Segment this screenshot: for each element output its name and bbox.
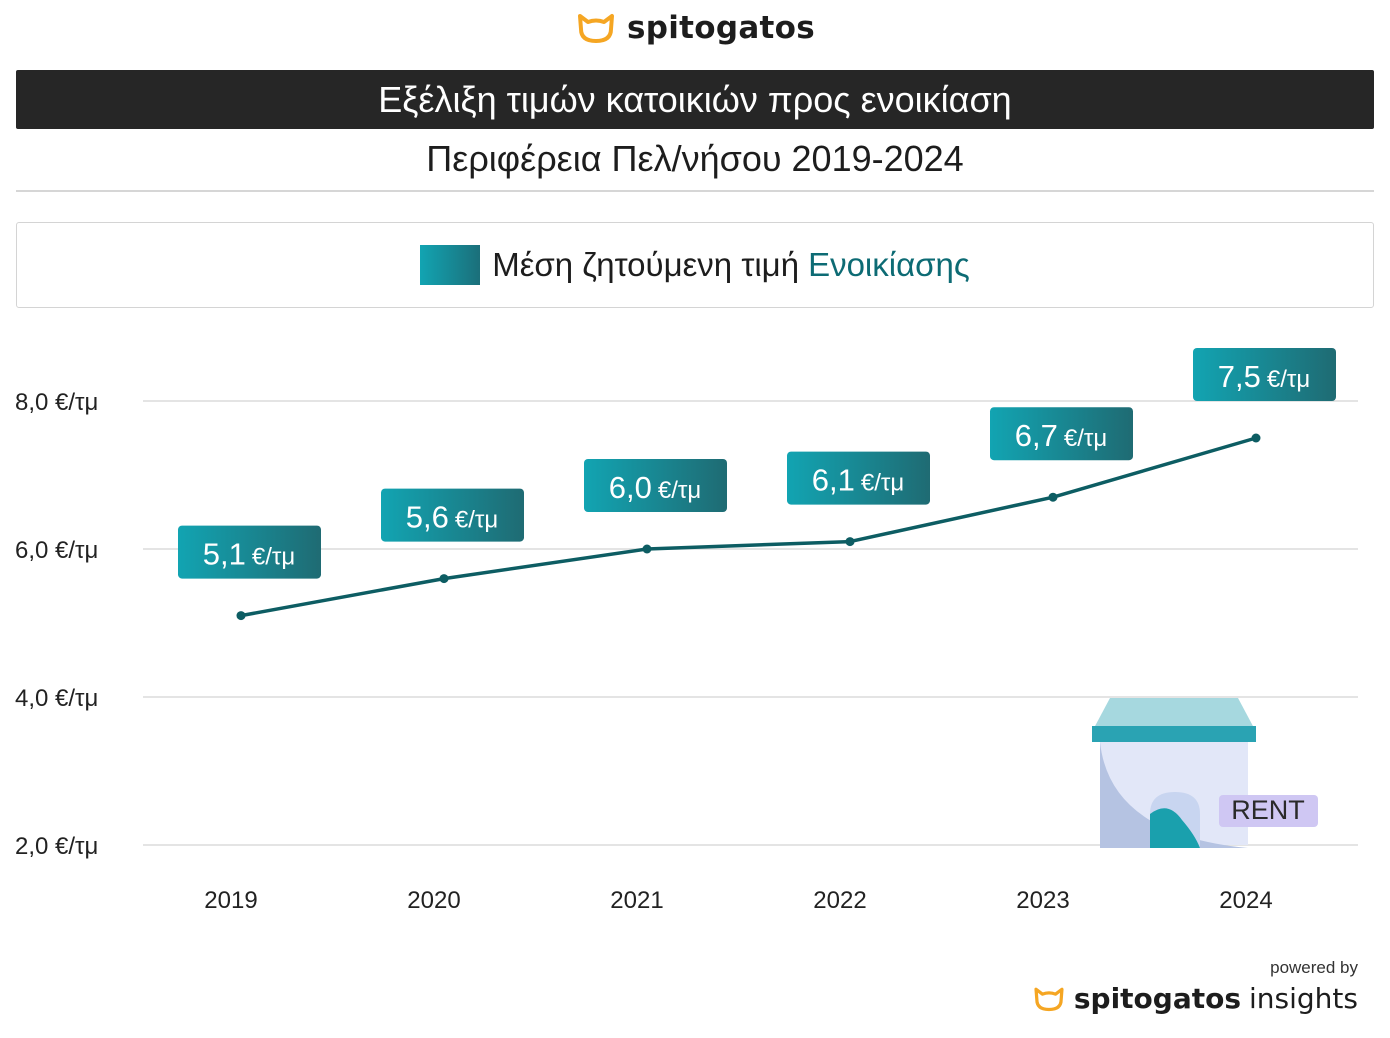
data-point (439, 574, 449, 584)
data-point (642, 544, 652, 554)
x-tick-label: 2020 (407, 887, 460, 914)
x-tick-label: 2021 (610, 887, 663, 914)
series-line (240, 436, 1257, 618)
legend-swatch (420, 245, 481, 285)
cat-logo-icon (577, 14, 614, 43)
chart-title: Εξέλιξη τιμών κατοικιών προς ενοικίαση (16, 70, 1374, 129)
y-tick-label: 4,0 €/τμ (15, 685, 98, 712)
data-label-text: 6,7 €/τμ (1015, 418, 1107, 453)
footer-brand-name: spitogatos (1073, 982, 1242, 1015)
data-label-box (381, 488, 524, 542)
footer: powered by spitogatos insights (1032, 958, 1358, 1015)
data-label-box (787, 451, 930, 505)
rent-badge-text: RENT (1231, 795, 1305, 825)
data-label-text: 5,6 €/τμ (406, 500, 498, 535)
footer-logo: spitogatos insights (1032, 982, 1358, 1015)
data-label-box (990, 407, 1133, 461)
data-label-box (584, 459, 727, 512)
x-tick-label: 2024 (1219, 887, 1272, 914)
legend-label: Μέση ζητούμενη τιμή (492, 246, 800, 283)
data-label-box (1193, 348, 1336, 401)
y-tick-label: 2,0 €/τμ (15, 833, 98, 860)
data-point (1251, 433, 1261, 443)
data-label: 5,6 €/τμ (381, 488, 524, 542)
x-tick-label: 2023 (1016, 887, 1069, 914)
data-point (236, 611, 246, 621)
rent-badge (1219, 795, 1318, 827)
legend-text: Μέση ζητούμενη τιμή Ενοικίασης (492, 246, 970, 284)
x-tick-label: 2022 (813, 887, 866, 914)
data-label-box (178, 525, 321, 579)
data-label: 7,5 €/τμ (1193, 348, 1336, 401)
top-logo: spitogatos (0, 6, 1390, 50)
chart-subtitle: Περιφέρεια Πελ/νήσου 2019-2024 (426, 138, 964, 179)
brand-name: spitogatos (626, 10, 816, 46)
data-label-text: 6,0 €/τμ (609, 470, 701, 505)
data-label: 6,7 €/τμ (990, 407, 1133, 461)
legend-label-accent: Ενοικίασης (808, 246, 970, 283)
legend: Μέση ζητούμενη τιμή Ενοικίασης (16, 222, 1374, 308)
data-label-text: 7,5 €/τμ (1218, 359, 1310, 394)
footer-brand-suffix: insights (1249, 982, 1358, 1015)
house-icon: RENT (1092, 698, 1318, 848)
y-tick-label: 6,0 €/τμ (15, 537, 98, 564)
data-point (1048, 492, 1058, 502)
data-label: 5,1 €/τμ (178, 525, 321, 579)
powered-by-text: powered by (1270, 958, 1358, 977)
data-label-text: 6,1 €/τμ (812, 463, 904, 498)
divider (16, 190, 1374, 192)
x-tick-label: 2019 (204, 887, 257, 914)
data-label-text: 5,1 €/τμ (203, 537, 295, 572)
line-chart: 2,0 €/τμ 4,0 €/τμ 6,0 €/τμ 8,0 €/τμ RENT 5,… (15, 348, 1358, 914)
data-label: 6,0 €/τμ (584, 459, 727, 512)
y-tick-label: 8,0 €/τμ (15, 389, 98, 416)
cat-logo-icon (1034, 987, 1064, 1011)
data-point (845, 537, 855, 547)
data-label: 6,1 €/τμ (787, 451, 930, 505)
